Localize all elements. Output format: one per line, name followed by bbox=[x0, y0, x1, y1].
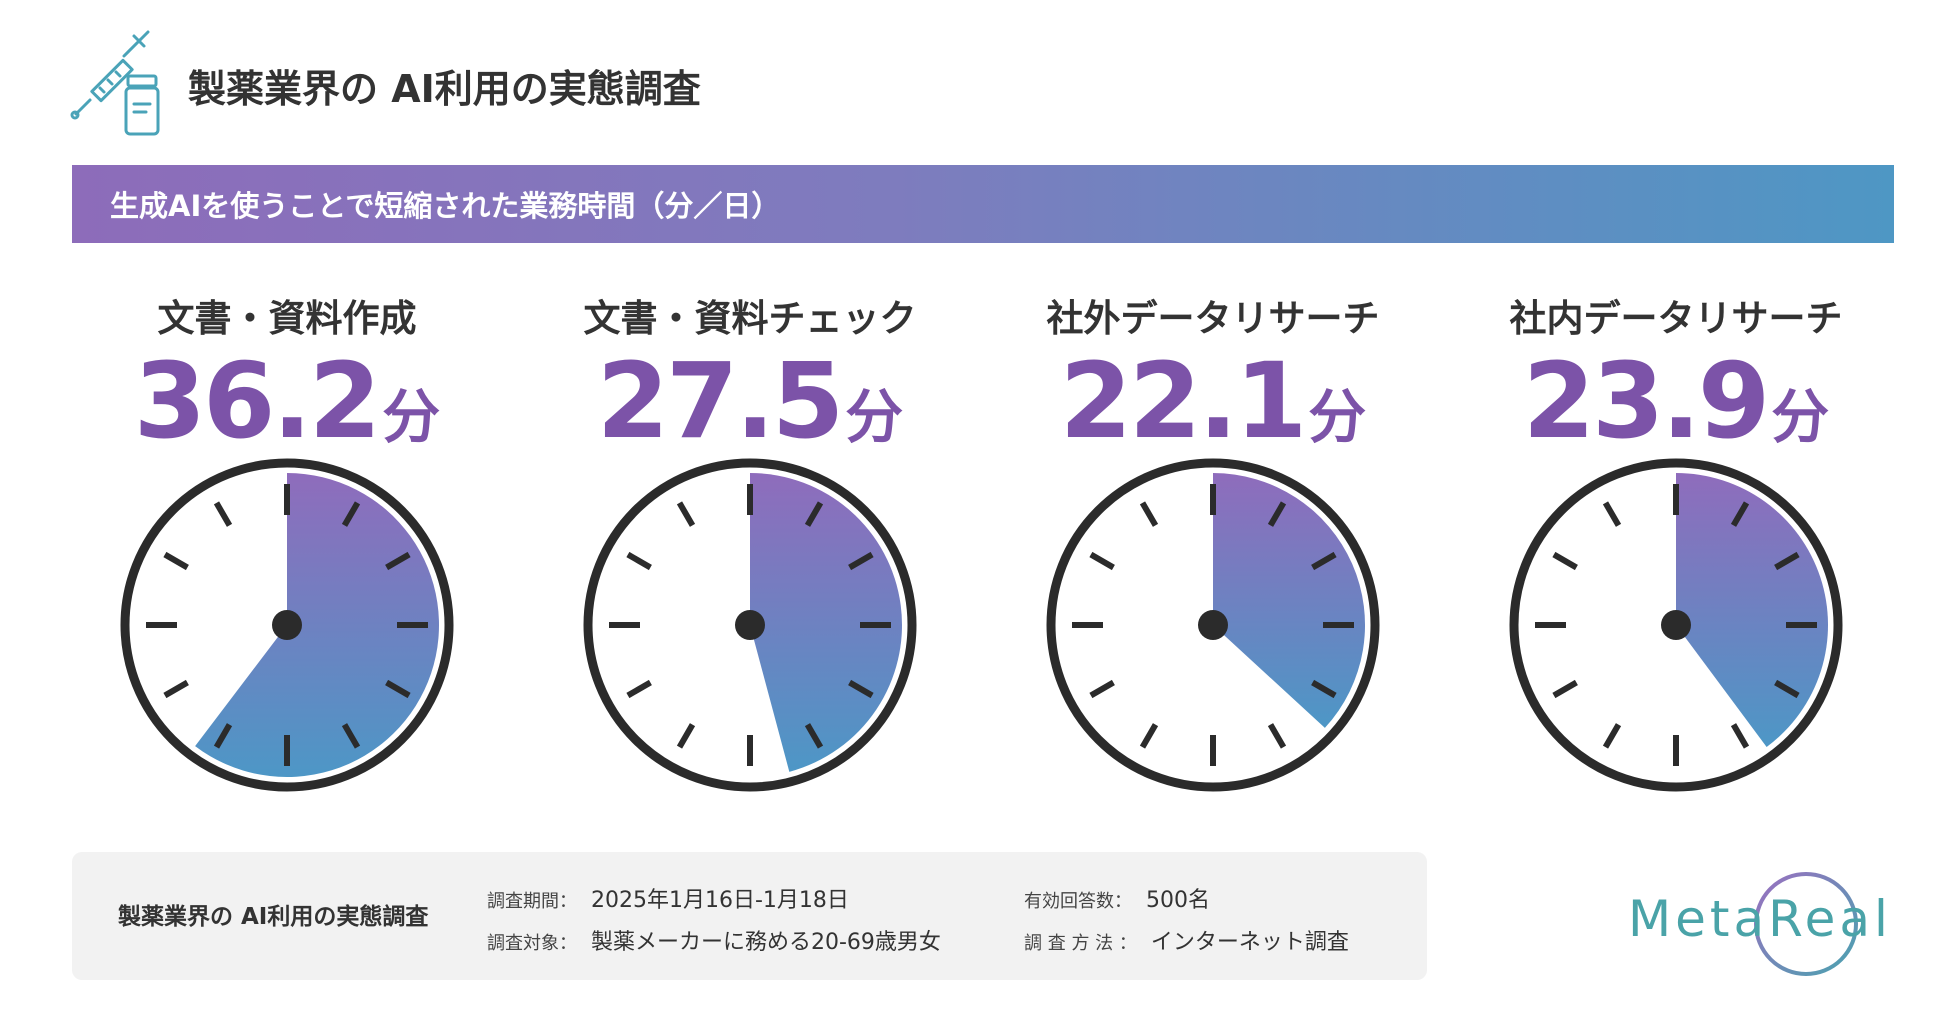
clock-center-dot bbox=[272, 610, 302, 640]
clock-gauge bbox=[1046, 458, 1380, 792]
survey-target-value: 製薬メーカーに務める20-69歳男女 bbox=[591, 930, 941, 955]
clock-tick bbox=[163, 551, 189, 571]
clock-gauge bbox=[1509, 458, 1843, 792]
metric-value: 22.1分 bbox=[1003, 340, 1423, 462]
value-unit: 分 bbox=[1308, 383, 1367, 451]
clock-tick bbox=[385, 679, 411, 699]
clock-tick bbox=[1552, 679, 1578, 699]
value-unit: 分 bbox=[845, 383, 904, 451]
survey-info: 製薬業界の AI利用の実態調査 調査期間： 2025年1月16日-1月18日 調査… bbox=[72, 852, 1427, 980]
survey-period: 調査期間： 2025年1月16日-1月18日 bbox=[487, 882, 849, 914]
value-number: 22.1 bbox=[1059, 340, 1308, 462]
metric-card: 社外データリサーチ 22.1分 bbox=[1003, 280, 1423, 820]
clock-tick bbox=[1552, 551, 1578, 571]
clock-gauge bbox=[120, 458, 454, 792]
clock-tick bbox=[213, 723, 233, 749]
clock-tick bbox=[1267, 723, 1287, 749]
clock-tick bbox=[626, 679, 652, 699]
value-number: 27.5 bbox=[596, 340, 845, 462]
clock-sector bbox=[750, 473, 902, 772]
survey-method-value: インターネット調査 bbox=[1150, 930, 1349, 955]
clock-tick bbox=[676, 723, 696, 749]
metric-label: 社外データリサーチ bbox=[1046, 297, 1380, 340]
survey-responses-label: 有効回答数： bbox=[1024, 891, 1132, 912]
section-banner: 生成AIを使うことで短縮された業務時間（分／日） bbox=[72, 165, 1894, 243]
clock-tick bbox=[213, 501, 233, 527]
clock-tick bbox=[804, 501, 824, 527]
clock-tick bbox=[1730, 501, 1750, 527]
survey-responses: 有効回答数： 500名 bbox=[1024, 882, 1210, 914]
clock-sector bbox=[1676, 473, 1829, 748]
page-header: 製薬業界の AI利用の実態調査 bbox=[70, 30, 701, 140]
clock-tick bbox=[341, 723, 361, 749]
clock-gauge bbox=[583, 458, 917, 792]
metric-card: 文書・資料チェック 27.5分 bbox=[540, 280, 960, 820]
metric-label: 文書・資料チェック bbox=[583, 297, 917, 340]
clock-center-dot bbox=[1198, 610, 1228, 640]
metric-label: 文書・資料作成 bbox=[157, 297, 417, 340]
survey-target: 調査対象： 製薬メーカーに務める20-69歳男女 bbox=[487, 924, 941, 956]
value-unit: 分 bbox=[382, 383, 441, 451]
page-title: 製薬業界の AI利用の実態調査 bbox=[188, 66, 701, 111]
clock-tick bbox=[1311, 679, 1337, 699]
clock-center-dot bbox=[1661, 610, 1691, 640]
clock-tick bbox=[1774, 679, 1800, 699]
clock-tick bbox=[1089, 679, 1115, 699]
clock-tick bbox=[676, 501, 696, 527]
survey-responses-value: 500名 bbox=[1146, 888, 1210, 913]
clock-sector bbox=[1213, 473, 1366, 728]
clock-tick bbox=[1730, 723, 1750, 749]
survey-target-label: 調査対象： bbox=[487, 933, 577, 954]
value-unit: 分 bbox=[1771, 383, 1830, 451]
clock-tick bbox=[1311, 551, 1337, 571]
survey-method-label: 調 査 方 法 ： bbox=[1024, 933, 1137, 954]
banner-title: 生成AIを使うことで短縮された業務時間（分／日） bbox=[110, 189, 781, 223]
clock-tick bbox=[1602, 723, 1622, 749]
logo-ring-icon bbox=[1754, 872, 1858, 976]
metareal-logo: MetaReal bbox=[1620, 860, 1910, 980]
clock-tick bbox=[1139, 501, 1159, 527]
clock-tick bbox=[804, 723, 824, 749]
value-number: 36.2 bbox=[133, 340, 382, 462]
survey-period-value: 2025年1月16日-1月18日 bbox=[591, 888, 849, 913]
metrics-row: 文書・資料作成 36.2分 文書・資料チェック 27.5分 社外データリサーチ … bbox=[0, 280, 1950, 820]
clock-tick bbox=[163, 679, 189, 699]
clock-tick bbox=[341, 501, 361, 527]
metric-card: 文書・資料作成 36.2分 bbox=[77, 280, 497, 820]
logo-text: MetaReal bbox=[1628, 890, 1892, 948]
clock-tick bbox=[1602, 501, 1622, 527]
metric-value: 36.2分 bbox=[77, 340, 497, 462]
clock-tick bbox=[848, 679, 874, 699]
clock-tick bbox=[1267, 501, 1287, 527]
clock-tick bbox=[1089, 551, 1115, 571]
clock-tick bbox=[626, 551, 652, 571]
survey-period-label: 調査期間： bbox=[487, 891, 577, 912]
clock-sector bbox=[195, 473, 440, 777]
clock-center-dot bbox=[735, 610, 765, 640]
metric-value: 23.9分 bbox=[1466, 340, 1886, 462]
metric-label: 社内データリサーチ bbox=[1509, 297, 1843, 340]
clock-tick bbox=[848, 551, 874, 571]
clock-tick bbox=[385, 551, 411, 571]
survey-title: 製薬業界の AI利用の実態調査 bbox=[118, 904, 429, 930]
value-number: 23.9 bbox=[1522, 340, 1771, 462]
metric-value: 27.5分 bbox=[540, 340, 960, 462]
metric-card: 社内データリサーチ 23.9分 bbox=[1466, 280, 1886, 820]
syringe-vial-icon bbox=[70, 30, 160, 136]
survey-method: 調 査 方 法 ： インターネット調査 bbox=[1024, 924, 1349, 956]
clock-tick bbox=[1139, 723, 1159, 749]
clock-tick bbox=[1774, 551, 1800, 571]
